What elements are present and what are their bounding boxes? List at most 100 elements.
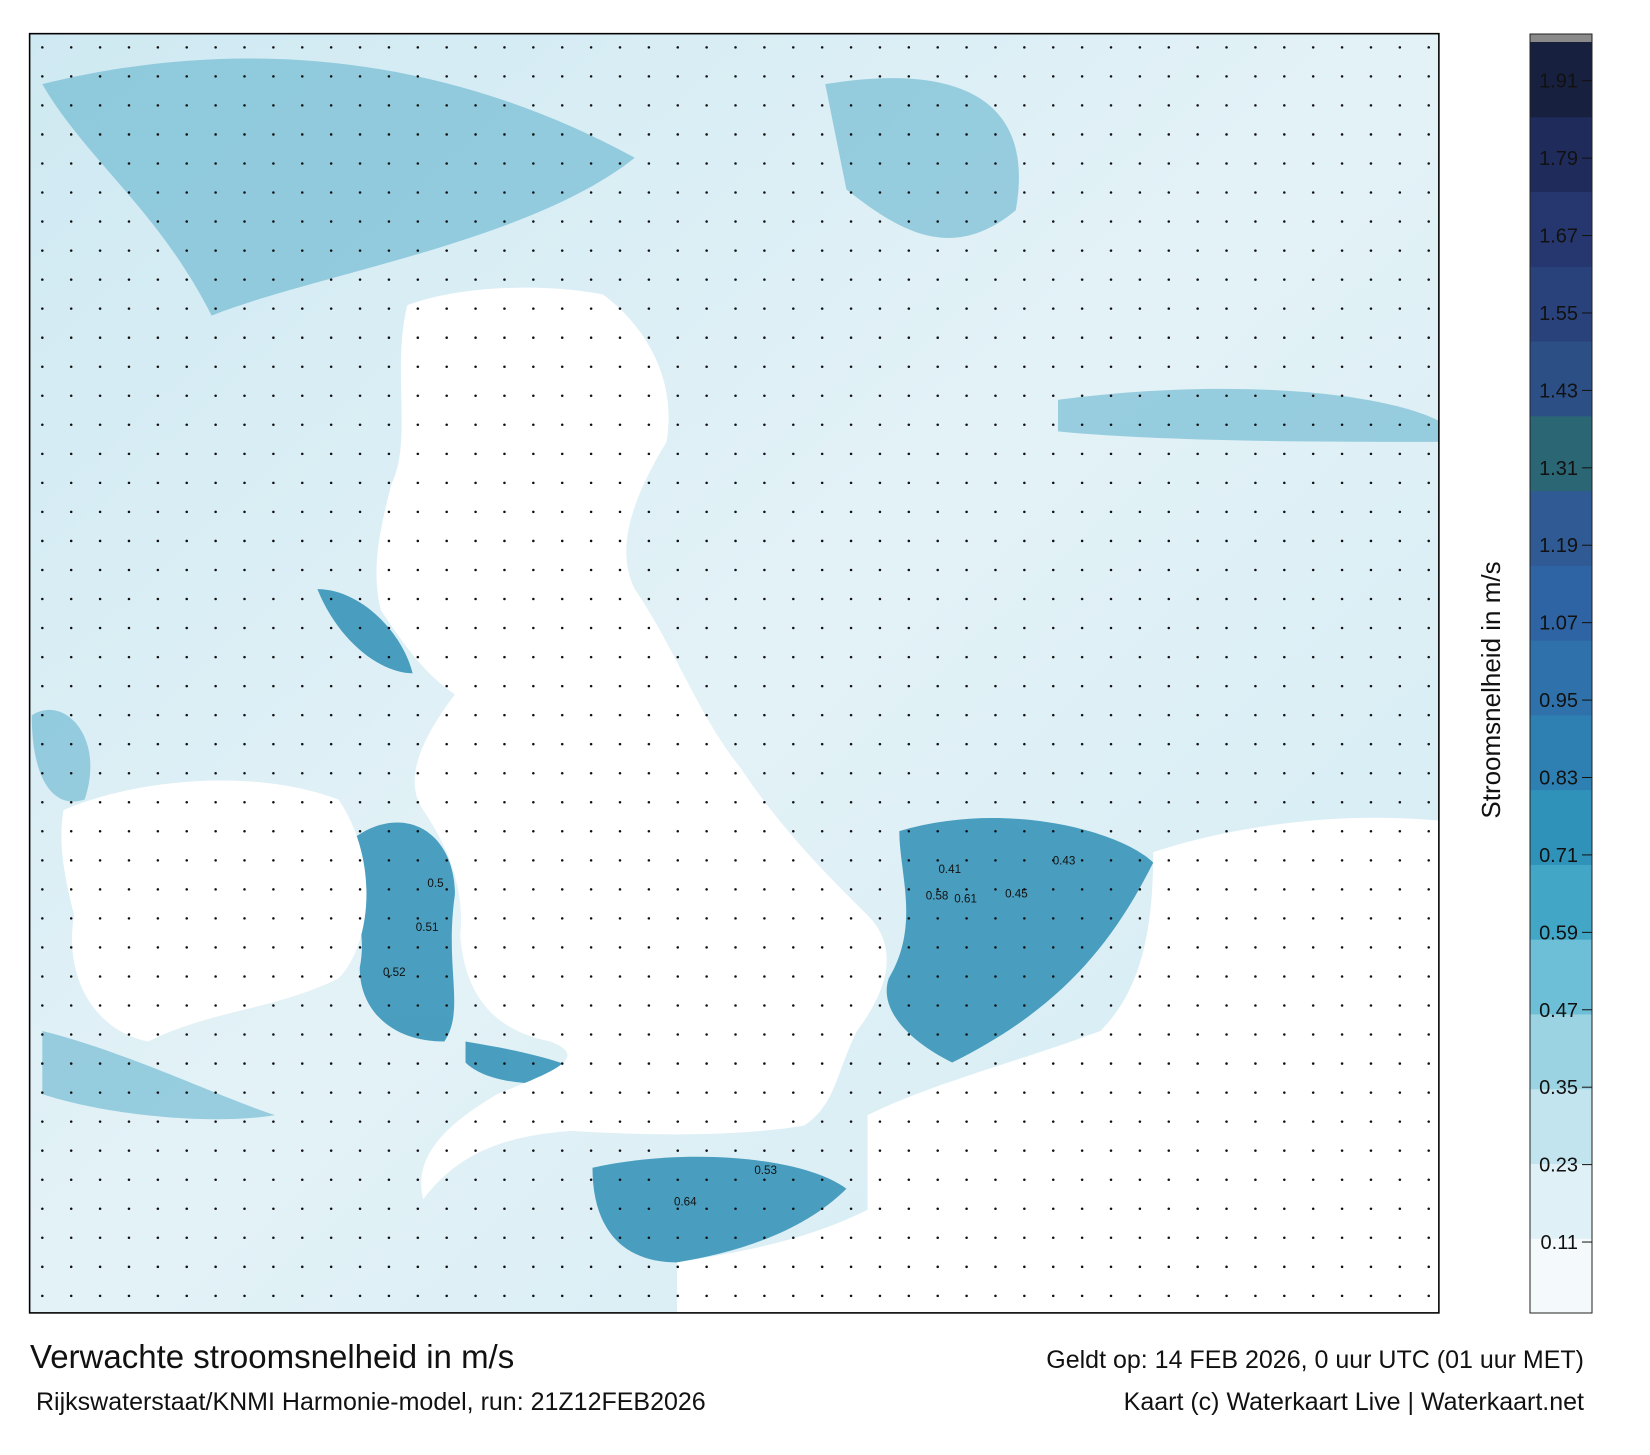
grid-dot: [1080, 1265, 1084, 1269]
grid-dot: [1369, 1149, 1373, 1152]
grid-dot: [1023, 1062, 1026, 1065]
grid-dot: [358, 713, 362, 717]
grid-dot: [1369, 75, 1373, 78]
grid-dot: [329, 220, 333, 223]
grid-dot: [1225, 1149, 1228, 1152]
grid-dot: [1225, 220, 1228, 223]
grid-dot: [1283, 742, 1286, 746]
grid-dot: [1109, 307, 1113, 310]
grid-dot: [98, 946, 102, 949]
grid-dot: [156, 191, 160, 194]
grid-dot: [1283, 830, 1286, 833]
grid-dot: [763, 684, 766, 688]
grid-dot: [243, 1294, 246, 1298]
grid-dot: [358, 830, 362, 833]
colorbar-tick-label: 0.71: [1539, 845, 1578, 867]
grid-dot: [1196, 133, 1199, 136]
grid-dot: [878, 539, 882, 543]
grid-dot: [1311, 830, 1315, 833]
grid-dot: [936, 888, 939, 891]
grid-dot: [214, 365, 217, 368]
grid-dot: [243, 365, 246, 368]
grid-dot: [1138, 771, 1142, 775]
grid-dot: [589, 75, 593, 78]
grid-dot: [1427, 888, 1430, 891]
grid-dot: [878, 1294, 882, 1298]
grid-dot: [560, 191, 564, 194]
grid-dot: [936, 800, 939, 804]
grid-dot: [301, 655, 304, 659]
grid-dot: [127, 975, 131, 978]
grid-dot: [1109, 365, 1113, 368]
grid-dot: [503, 1236, 506, 1240]
grid-dot: [1051, 1091, 1055, 1094]
grid-dot: [1398, 249, 1402, 252]
grid-dot: [1340, 539, 1344, 543]
grid-dot: [647, 742, 651, 746]
grid-dot: [734, 1294, 737, 1298]
grid-dot: [41, 394, 44, 398]
grid-dot: [1023, 1178, 1026, 1181]
grid-dot: [185, 888, 189, 891]
grid-dot: [878, 626, 882, 630]
grid-dot: [1109, 220, 1113, 223]
grid-dot: [272, 975, 275, 978]
grid-dot: [1340, 307, 1344, 310]
grid-dot: [589, 1149, 593, 1152]
grid-dot: [243, 1178, 246, 1181]
grid-dot: [503, 307, 506, 310]
grid-dot: [301, 1236, 304, 1240]
grid-dot: [907, 771, 911, 775]
grid-dot: [1225, 1091, 1228, 1094]
colorbar-band: [1530, 341, 1592, 417]
grid-dot: [329, 539, 333, 543]
grid-dot: [1080, 830, 1084, 833]
grid-dot: [560, 452, 564, 456]
grid-dot: [676, 742, 680, 746]
grid-dot: [532, 220, 535, 223]
grid-dot: [156, 771, 160, 775]
grid-dot: [647, 1178, 651, 1181]
grid-dot: [849, 684, 853, 688]
grid-dot: [1167, 713, 1171, 717]
grid-dot: [1023, 278, 1026, 281]
grid-dot: [1080, 742, 1084, 746]
grid-dot: [1369, 684, 1373, 688]
grid-dot: [1167, 975, 1171, 978]
grid-dot: [416, 1236, 420, 1240]
grid-dot: [445, 917, 448, 920]
grid-dot: [734, 597, 737, 601]
grid-dot: [1196, 597, 1199, 601]
grid-dot: [243, 423, 246, 427]
grid-dot: [965, 481, 968, 485]
grid-dot: [965, 249, 968, 252]
grid-dot: [1398, 1004, 1402, 1007]
grid-dot: [792, 742, 795, 746]
grid-dot: [1138, 46, 1142, 49]
grid-dot: [387, 1120, 391, 1123]
grid-dot: [1283, 888, 1286, 891]
grid-dot: [1051, 946, 1055, 949]
grid-dot: [1138, 888, 1142, 891]
grid-dot: [243, 626, 246, 630]
grid-dot: [1051, 684, 1055, 688]
grid-dot: [1138, 742, 1142, 746]
grid-dot: [1109, 655, 1113, 659]
grid-dot: [98, 481, 102, 485]
colorbar-band: [1530, 1013, 1592, 1090]
grid-dot: [243, 104, 246, 107]
grid-dot: [647, 249, 651, 252]
grid-dot: [647, 104, 651, 107]
grid-dot: [1080, 133, 1084, 136]
grid-dot: [243, 946, 246, 949]
grid-dot: [69, 249, 73, 252]
grid-dot: [329, 394, 333, 398]
grid-dot: [1369, 917, 1373, 920]
grid-dot: [387, 830, 391, 833]
colorbar-tick-label: 1.07: [1539, 613, 1578, 635]
grid-dot: [243, 1149, 246, 1152]
grid-dot: [1167, 568, 1171, 572]
grid-dot: [1254, 133, 1257, 136]
grid-dot: [1398, 568, 1402, 572]
grid-dot: [98, 1294, 102, 1298]
